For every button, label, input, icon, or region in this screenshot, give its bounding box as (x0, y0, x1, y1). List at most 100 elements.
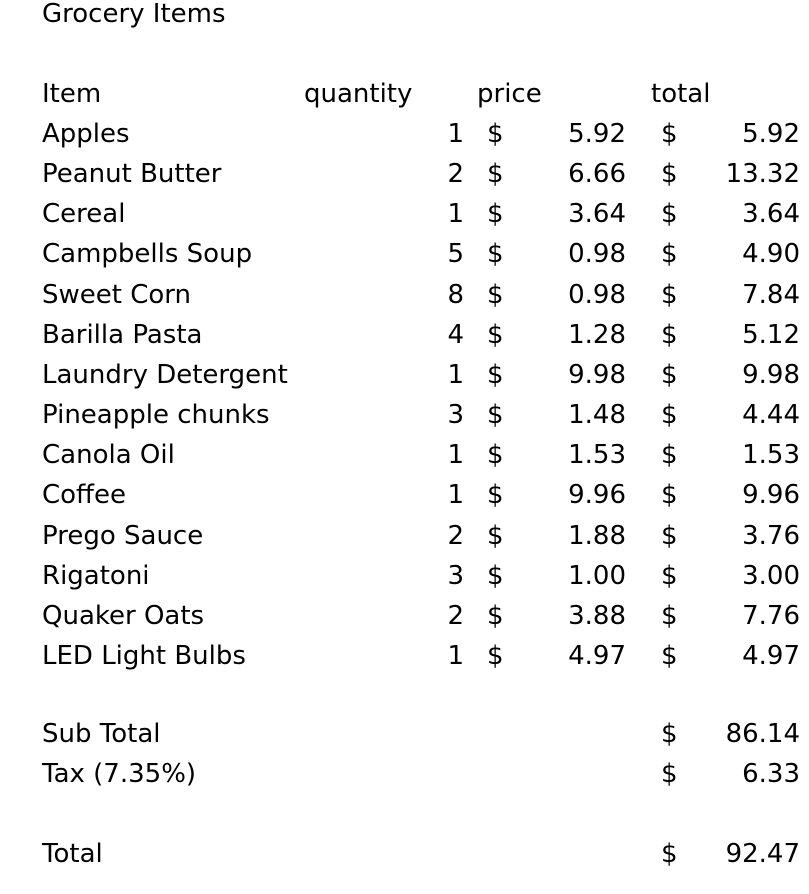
item-price: 0.98 (568, 239, 626, 269)
subtotal-value: 86.14 (725, 719, 800, 749)
table-row: Sweet Corn 8 $0.98 $7.84 (0, 275, 809, 315)
table-row: Laundry Detergent 1 $9.98 $9.98 (0, 355, 809, 395)
item-quantity: 8 (447, 280, 464, 310)
tax-row: Tax (7.35%) $ 6.33 (0, 754, 809, 794)
header-total: total (651, 79, 711, 109)
total-currency: $ (661, 839, 678, 869)
tax-value: 6.33 (742, 759, 800, 789)
item-total: 4.97 (742, 641, 800, 671)
price-currency: $ (487, 440, 504, 470)
total-value: 92.47 (725, 839, 800, 869)
item-total: 7.76 (742, 601, 800, 631)
price-currency: $ (487, 400, 504, 430)
header-quantity: quantity (304, 79, 413, 109)
item-price: 5.92 (568, 119, 626, 149)
table-row: Coffee 1 $9.96 $9.96 (0, 475, 809, 515)
table-row: LED Light Bulbs 1 $4.97 $4.97 (0, 636, 809, 676)
item-quantity: 1 (447, 199, 464, 229)
total-currency: $ (661, 199, 678, 229)
item-price: 3.88 (568, 601, 626, 631)
item-total: 3.76 (742, 521, 800, 551)
item-price: 3.64 (568, 199, 626, 229)
price-currency: $ (487, 159, 504, 189)
item-price: 1.28 (568, 320, 626, 350)
item-name: Apples (42, 119, 130, 149)
total-currency: $ (661, 360, 678, 390)
item-name: Campbells Soup (42, 239, 253, 269)
item-quantity: 1 (447, 119, 464, 149)
total-currency: $ (661, 641, 678, 671)
item-quantity: 2 (447, 159, 464, 189)
item-quantity: 2 (447, 601, 464, 631)
item-name: Rigatoni (42, 561, 150, 591)
item-total: 7.84 (742, 280, 800, 310)
item-price: 6.66 (568, 159, 626, 189)
title-row: Grocery Items (0, 0, 809, 34)
item-name: LED Light Bulbs (42, 641, 246, 671)
total-currency: $ (661, 440, 678, 470)
item-name: Canola Oil (42, 440, 175, 470)
item-total: 4.44 (742, 400, 800, 430)
header-row: Item quantity price total (0, 74, 809, 114)
item-price: 9.96 (568, 480, 626, 510)
table-row: Cereal 1 $3.64 $3.64 (0, 194, 809, 234)
item-name: Prego Sauce (42, 521, 204, 551)
item-name: Coffee (42, 480, 126, 510)
table-row: Campbells Soup 5 $0.98 $4.90 (0, 234, 809, 274)
item-name: Cereal (42, 199, 126, 229)
total-currency: $ (661, 400, 678, 430)
item-name: Quaker Oats (42, 601, 205, 631)
item-total: 4.90 (742, 239, 800, 269)
price-currency: $ (487, 480, 504, 510)
price-currency: $ (487, 239, 504, 269)
price-currency: $ (487, 641, 504, 671)
item-total: 9.96 (742, 480, 800, 510)
price-currency: $ (487, 119, 504, 149)
header-price: price (477, 79, 542, 109)
item-total: 3.64 (742, 199, 800, 229)
item-total: 1.53 (742, 440, 800, 470)
item-quantity: 4 (447, 320, 464, 350)
item-total: 5.92 (742, 119, 800, 149)
item-total: 9.98 (742, 360, 800, 390)
total-currency: $ (661, 601, 678, 631)
total-label: Total (42, 839, 103, 869)
subtotal-currency: $ (661, 719, 678, 749)
price-currency: $ (487, 561, 504, 591)
item-name: Pineapple chunks (42, 400, 270, 430)
price-currency: $ (487, 521, 504, 551)
item-name: Peanut Butter (42, 159, 222, 189)
item-quantity: 2 (447, 521, 464, 551)
price-currency: $ (487, 360, 504, 390)
total-currency: $ (661, 480, 678, 510)
item-quantity: 1 (447, 360, 464, 390)
table-row: Quaker Oats 2 $3.88 $7.76 (0, 596, 809, 636)
item-price: 1.00 (568, 561, 626, 591)
item-quantity: 1 (447, 440, 464, 470)
item-quantity: 1 (447, 480, 464, 510)
item-price: 1.48 (568, 400, 626, 430)
table-row: Pineapple chunks 3 $1.48 $4.44 (0, 395, 809, 435)
total-currency: $ (661, 561, 678, 591)
item-price: 1.53 (568, 440, 626, 470)
table-row: Canola Oil 1 $1.53 $1.53 (0, 435, 809, 475)
item-price: 9.98 (568, 360, 626, 390)
table-row: Rigatoni 3 $1.00 $3.00 (0, 556, 809, 596)
table-row: Peanut Butter 2 $6.66 $13.32 (0, 154, 809, 194)
subtotal-row: Sub Total $ 86.14 (0, 714, 809, 754)
table-row: Apples 1 $5.92 $5.92 (0, 114, 809, 154)
item-name: Laundry Detergent (42, 360, 288, 390)
item-quantity: 1 (447, 641, 464, 671)
item-name: Sweet Corn (42, 280, 191, 310)
header-item: Item (42, 79, 102, 109)
item-quantity: 3 (447, 561, 464, 591)
total-currency: $ (661, 239, 678, 269)
total-row: Total $ 92.47 (0, 834, 809, 874)
item-total: 13.32 (725, 159, 800, 189)
price-currency: $ (487, 601, 504, 631)
price-currency: $ (487, 320, 504, 350)
total-currency: $ (661, 159, 678, 189)
table-row: Barilla Pasta 4 $1.28 $5.12 (0, 315, 809, 355)
item-price: 4.97 (568, 641, 626, 671)
